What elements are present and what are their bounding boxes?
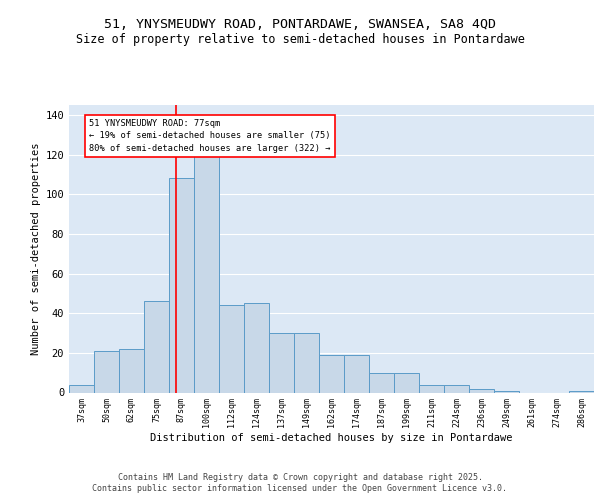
Bar	[219, 306, 244, 392]
Text: 51, YNYSMEUDWY ROAD, PONTARDAWE, SWANSEA, SA8 4QD: 51, YNYSMEUDWY ROAD, PONTARDAWE, SWANSEA…	[104, 18, 496, 30]
Bar	[419, 384, 444, 392]
Bar	[94, 351, 119, 393]
Bar	[119, 349, 144, 393]
X-axis label: Distribution of semi-detached houses by size in Pontardawe: Distribution of semi-detached houses by …	[150, 433, 513, 443]
Text: 51 YNYSMEUDWY ROAD: 77sqm
← 19% of semi-detached houses are smaller (75)
80% of : 51 YNYSMEUDWY ROAD: 77sqm ← 19% of semi-…	[89, 119, 331, 153]
Bar	[319, 355, 344, 393]
Bar	[494, 390, 519, 392]
Text: Contains HM Land Registry data © Crown copyright and database right 2025.: Contains HM Land Registry data © Crown c…	[118, 472, 482, 482]
Y-axis label: Number of semi-detached properties: Number of semi-detached properties	[31, 142, 41, 355]
Bar	[394, 372, 419, 392]
Bar	[444, 384, 469, 392]
Bar	[469, 388, 494, 392]
Bar	[169, 178, 194, 392]
Bar	[269, 333, 294, 392]
Bar	[244, 304, 269, 392]
Bar	[369, 372, 394, 392]
Bar	[294, 333, 319, 392]
Bar	[569, 390, 594, 392]
Bar	[344, 355, 369, 393]
Bar	[69, 384, 94, 392]
Text: Size of property relative to semi-detached houses in Pontardawe: Size of property relative to semi-detach…	[76, 32, 524, 46]
Bar	[144, 302, 169, 392]
Bar	[194, 150, 219, 392]
Text: Contains public sector information licensed under the Open Government Licence v3: Contains public sector information licen…	[92, 484, 508, 493]
